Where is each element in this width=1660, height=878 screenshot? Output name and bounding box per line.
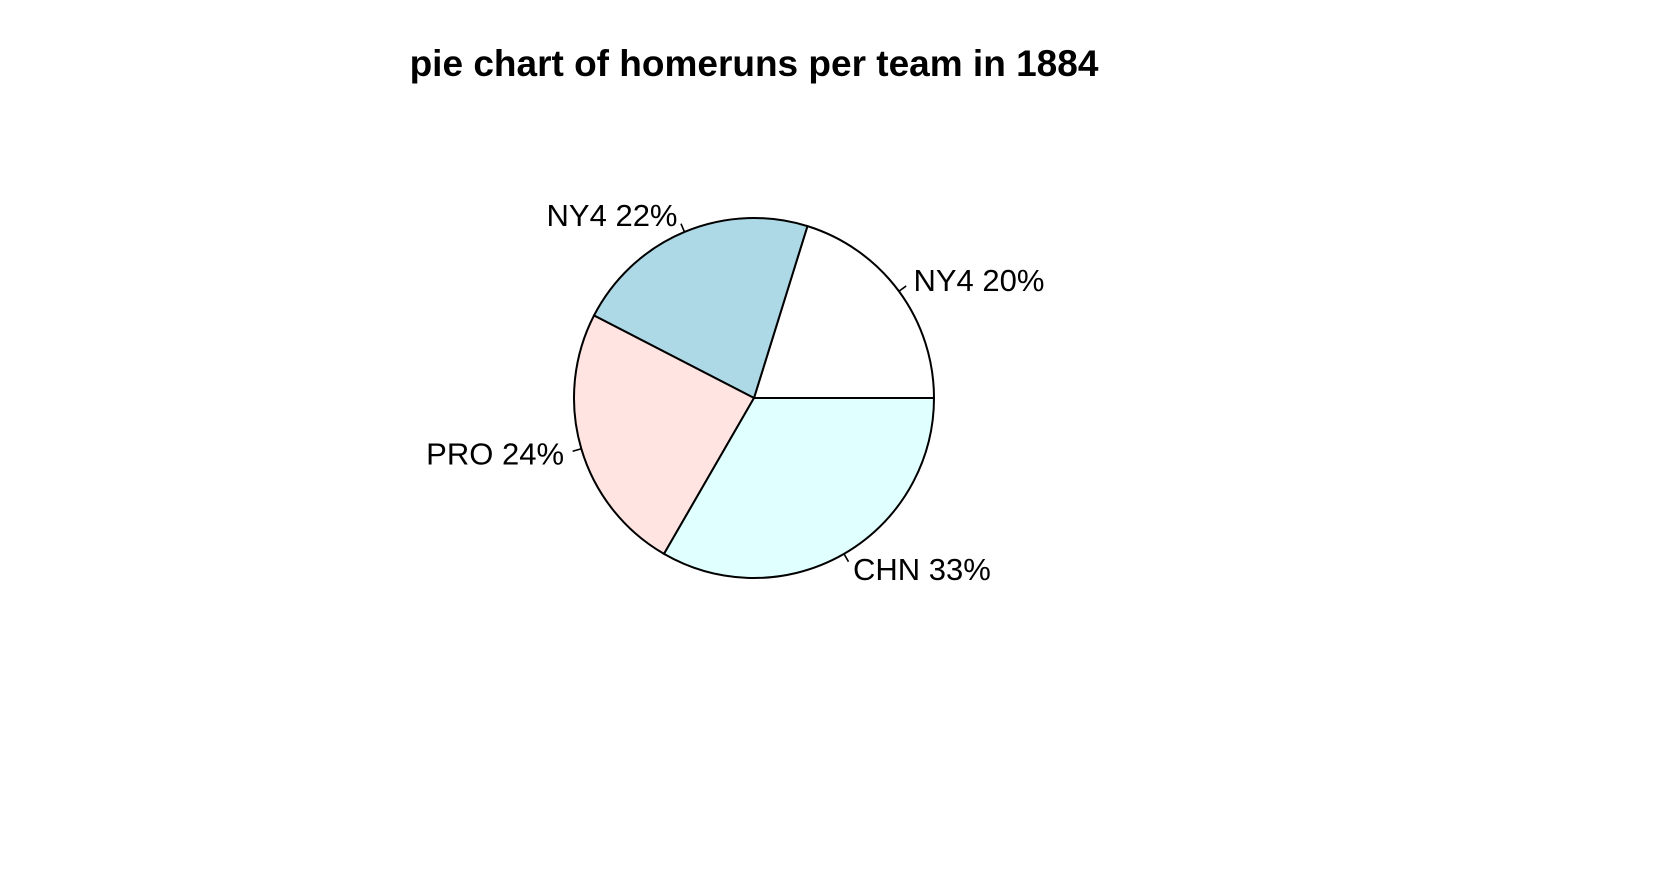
pie-slice-0 [752,224,936,399]
pie-labels: NY4 20% NY4 22% PRO 24% CHN 33% [426,198,1044,587]
pie-leader-1 [680,223,686,233]
pie-label-2: PRO 24% [426,436,564,471]
pie-label-1: NY4 22% [547,198,678,233]
pie-slice-2 [573,314,756,556]
pie-label-3: CHN 33% [853,552,991,587]
pie-slice-1 [592,217,809,400]
pie-leader-0 [898,285,907,292]
pie-leader-lines [572,223,907,563]
pie-leader-2 [572,447,582,453]
chart-title: pie chart of homeruns per team in 1884 [410,43,1099,84]
pie-label-0: NY4 20% [913,263,1044,298]
pie-slices [573,217,936,579]
pie-leader-3 [843,553,850,563]
